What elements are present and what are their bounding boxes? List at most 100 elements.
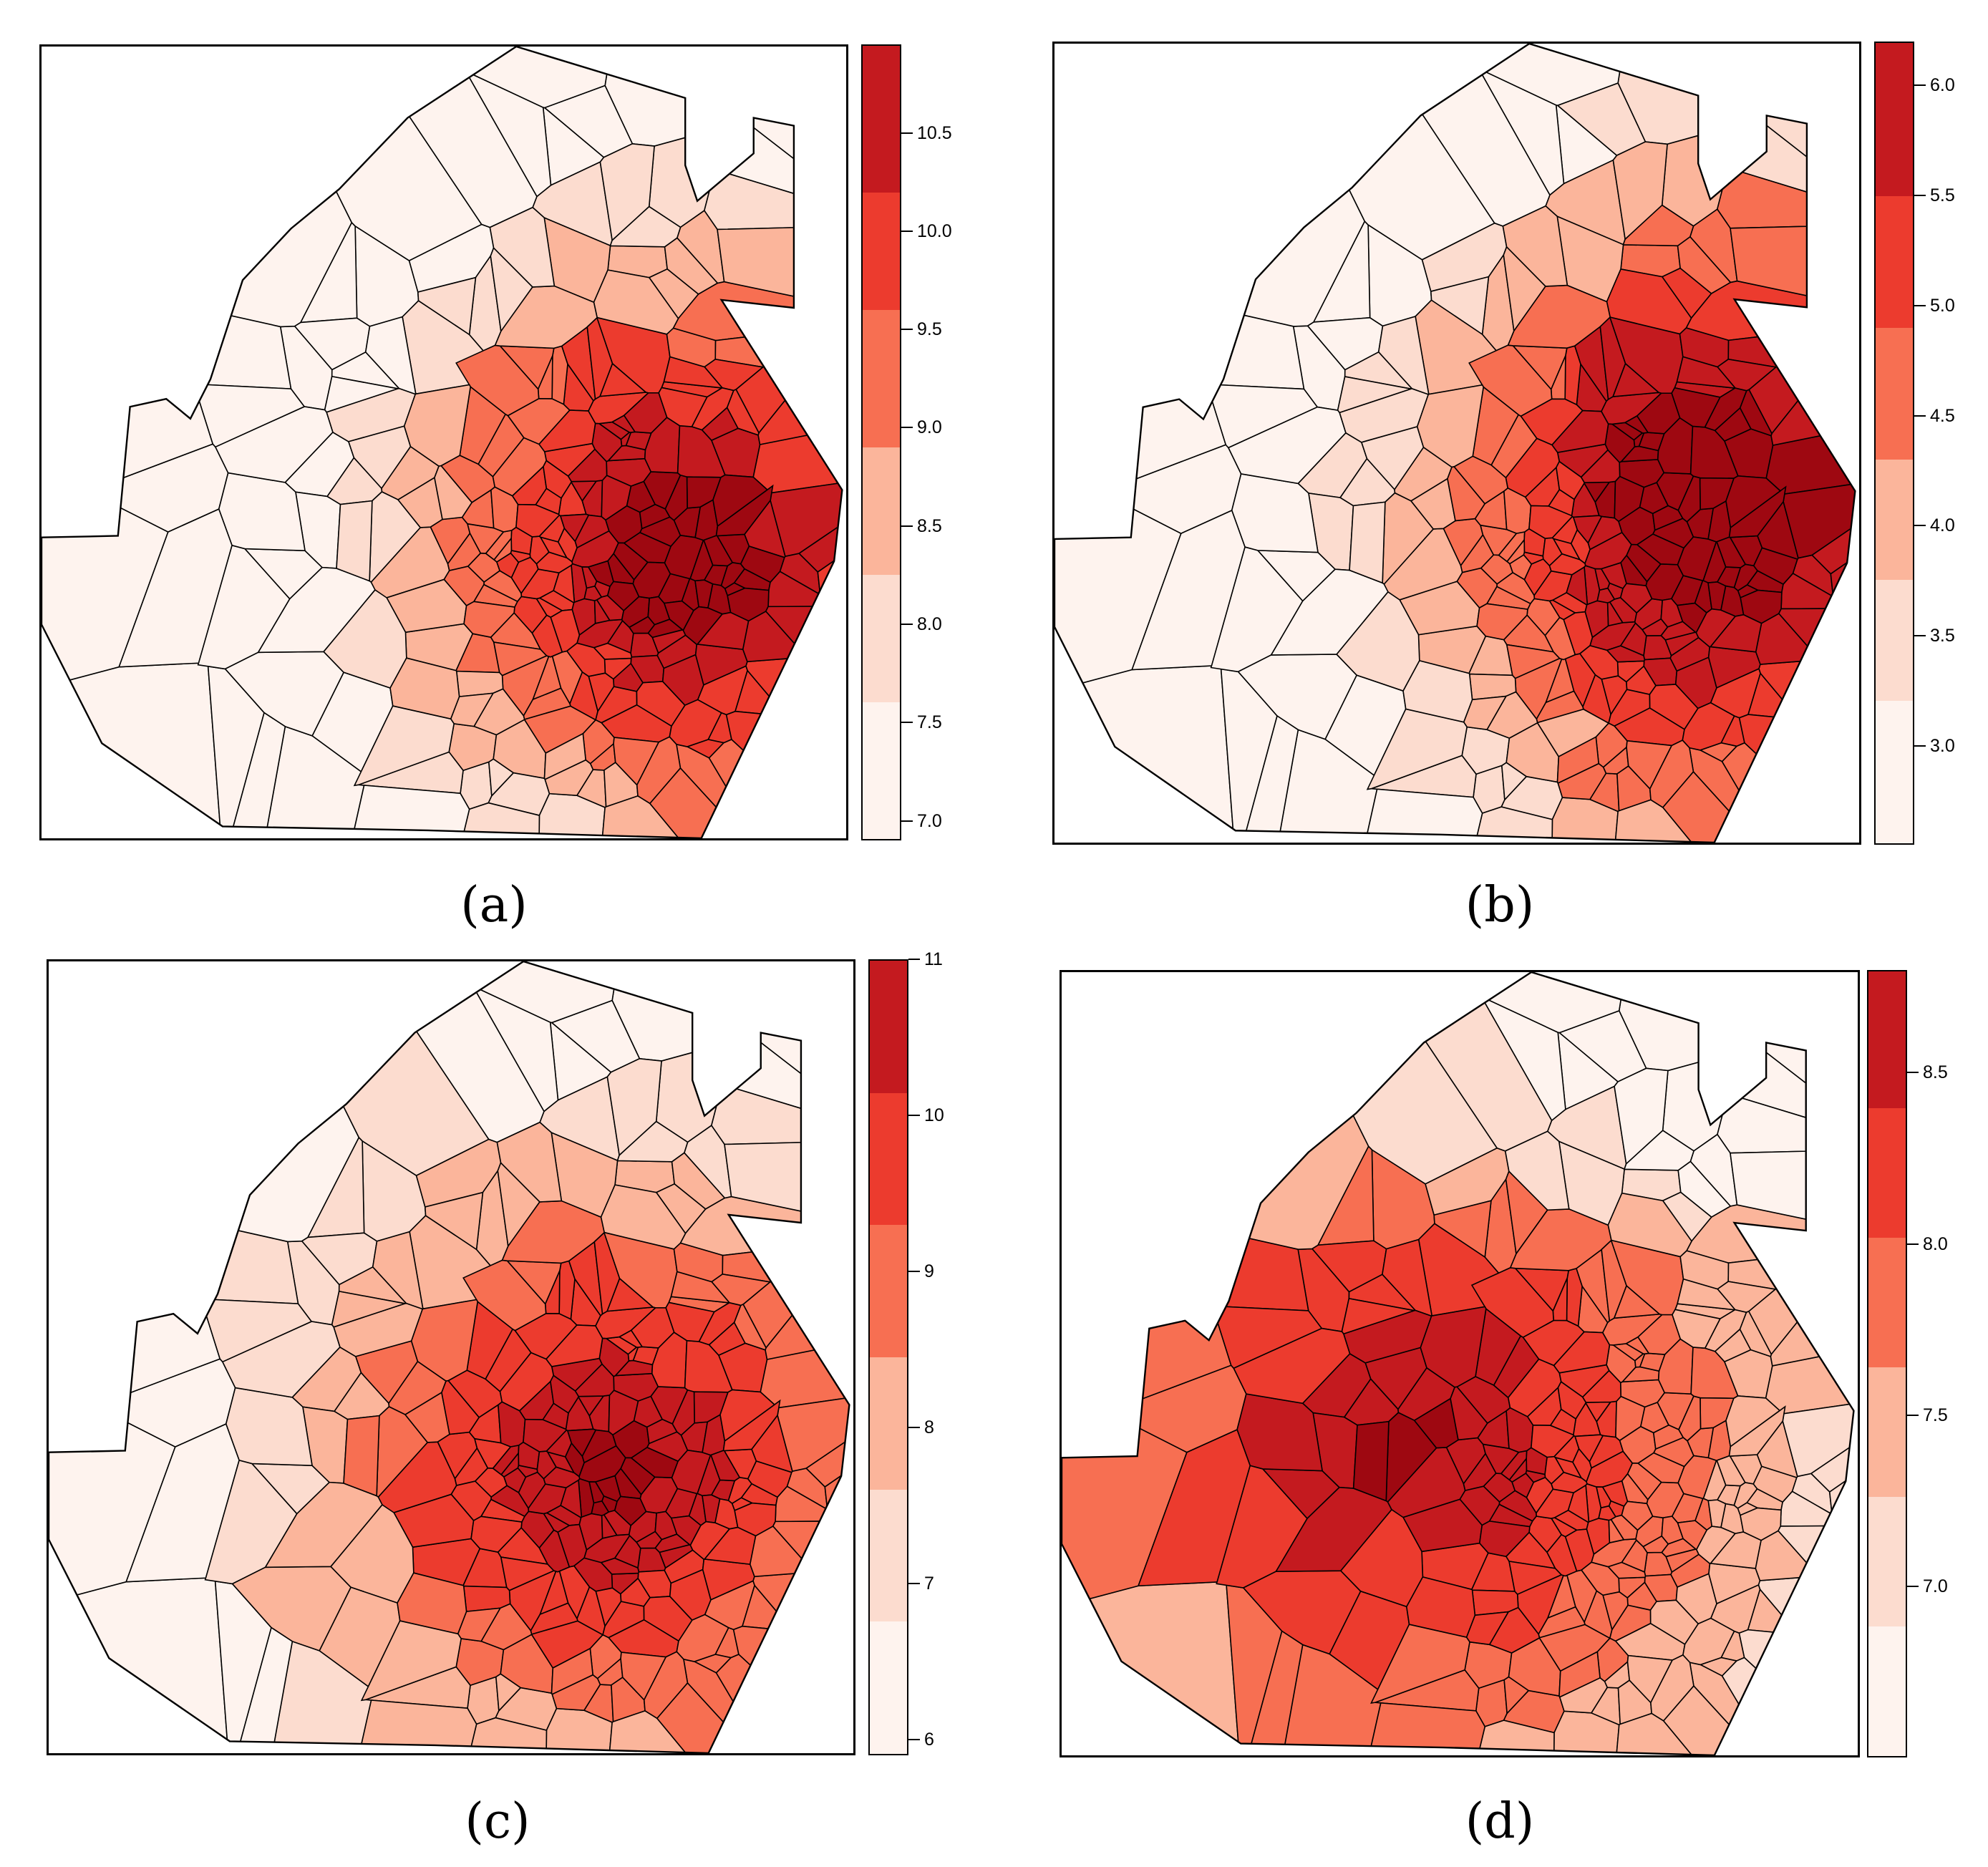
tract [1242, 716, 1298, 843]
legend-band [863, 193, 900, 311]
tract [692, 388, 734, 430]
tract [1661, 621, 1695, 640]
tract [1529, 505, 1572, 538]
tract [1580, 646, 1618, 679]
tract [1461, 535, 1494, 573]
legend-tick-label: 5.5 [1930, 185, 1955, 206]
tract [508, 399, 569, 445]
tract [568, 450, 607, 482]
tract [644, 1652, 688, 1718]
census-tracts [49, 961, 850, 1753]
tract [551, 1375, 578, 1412]
tract [1601, 676, 1626, 714]
tract [435, 466, 472, 520]
legend-bar-c [868, 959, 908, 1755]
legend-band [1876, 196, 1913, 329]
legend-band [863, 702, 900, 839]
tract [1507, 645, 1560, 679]
tract [672, 1390, 694, 1435]
tract [1599, 1506, 1616, 1521]
legend-band [863, 310, 900, 447]
city-boundary [1062, 972, 1853, 1755]
tract [1607, 269, 1692, 334]
tract [1753, 1466, 1796, 1502]
tract [588, 561, 614, 587]
tract [607, 1059, 661, 1155]
tract [1364, 789, 1483, 843]
tract [223, 1322, 340, 1397]
tract [1504, 488, 1531, 533]
tract [523, 1420, 566, 1452]
tract [1480, 1521, 1530, 1556]
tract [501, 1557, 554, 1591]
tract [1709, 1563, 1760, 1604]
tract [1472, 1268, 1553, 1337]
map-b-svg [1054, 44, 1859, 843]
tract [351, 785, 470, 838]
legend-tick-label: 8.5 [1923, 1062, 1948, 1083]
legend-tick [901, 722, 913, 724]
legend-tick [908, 1739, 920, 1741]
tract [412, 1299, 478, 1381]
tract [1509, 1561, 1561, 1594]
tract [1431, 277, 1489, 334]
tract [1678, 476, 1700, 522]
legend-tick-label: 10.5 [917, 122, 952, 143]
legend-tick [908, 1115, 920, 1117]
map-d-svg [1062, 972, 1858, 1755]
legend-tick-label: 8 [924, 1417, 934, 1438]
legend-tick [901, 525, 913, 527]
legend-tick [1914, 84, 1926, 87]
tract [1597, 588, 1614, 603]
legend-bar-d [1867, 970, 1907, 1757]
tract [456, 345, 538, 415]
tract [258, 568, 375, 653]
legend-tick [901, 230, 913, 232]
tract [471, 1516, 522, 1552]
legend-tick [901, 820, 913, 822]
tract [1450, 1387, 1488, 1440]
legend-tick-label: 7.0 [917, 810, 942, 831]
tract [591, 1501, 608, 1516]
legend-tick-label: 8.0 [1923, 1233, 1948, 1254]
legend-tick [908, 959, 920, 960]
tract [404, 384, 471, 466]
tract [621, 1579, 650, 1606]
tract [497, 553, 518, 578]
tract [1709, 646, 1760, 687]
tract [1601, 563, 1626, 588]
tract [1138, 1430, 1250, 1586]
legend-band [1868, 1496, 1906, 1626]
tract [49, 961, 359, 1241]
tract [390, 658, 460, 719]
tract [1626, 666, 1656, 694]
tract [704, 1528, 755, 1565]
tract [1553, 539, 1580, 560]
legend-band [863, 574, 900, 702]
census-tracts [1054, 44, 1856, 843]
tract [1505, 1131, 1569, 1210]
legend-tick-label: 10 [924, 1105, 944, 1126]
legend-band [1868, 971, 1906, 1108]
tract [1726, 1396, 1780, 1447]
legend-tick [901, 427, 913, 429]
tract [699, 1303, 741, 1345]
tract [464, 601, 515, 637]
legend-tick-label: 3.5 [1930, 625, 1955, 646]
tract [637, 737, 681, 803]
legend-tick [908, 1583, 920, 1585]
tract [576, 1364, 614, 1397]
tract [1662, 1538, 1695, 1556]
tract [1585, 601, 1608, 637]
tract [608, 581, 639, 610]
tract [1608, 1193, 1692, 1257]
legend-tick [1907, 1072, 1919, 1074]
tract [1679, 1396, 1700, 1440]
tract [1583, 1371, 1621, 1403]
tract [1637, 393, 1680, 434]
tract [634, 1397, 662, 1427]
tract [455, 1448, 488, 1485]
legend-tick [1907, 1585, 1919, 1587]
legend-tick [1914, 634, 1926, 636]
legend-band [1876, 43, 1913, 197]
